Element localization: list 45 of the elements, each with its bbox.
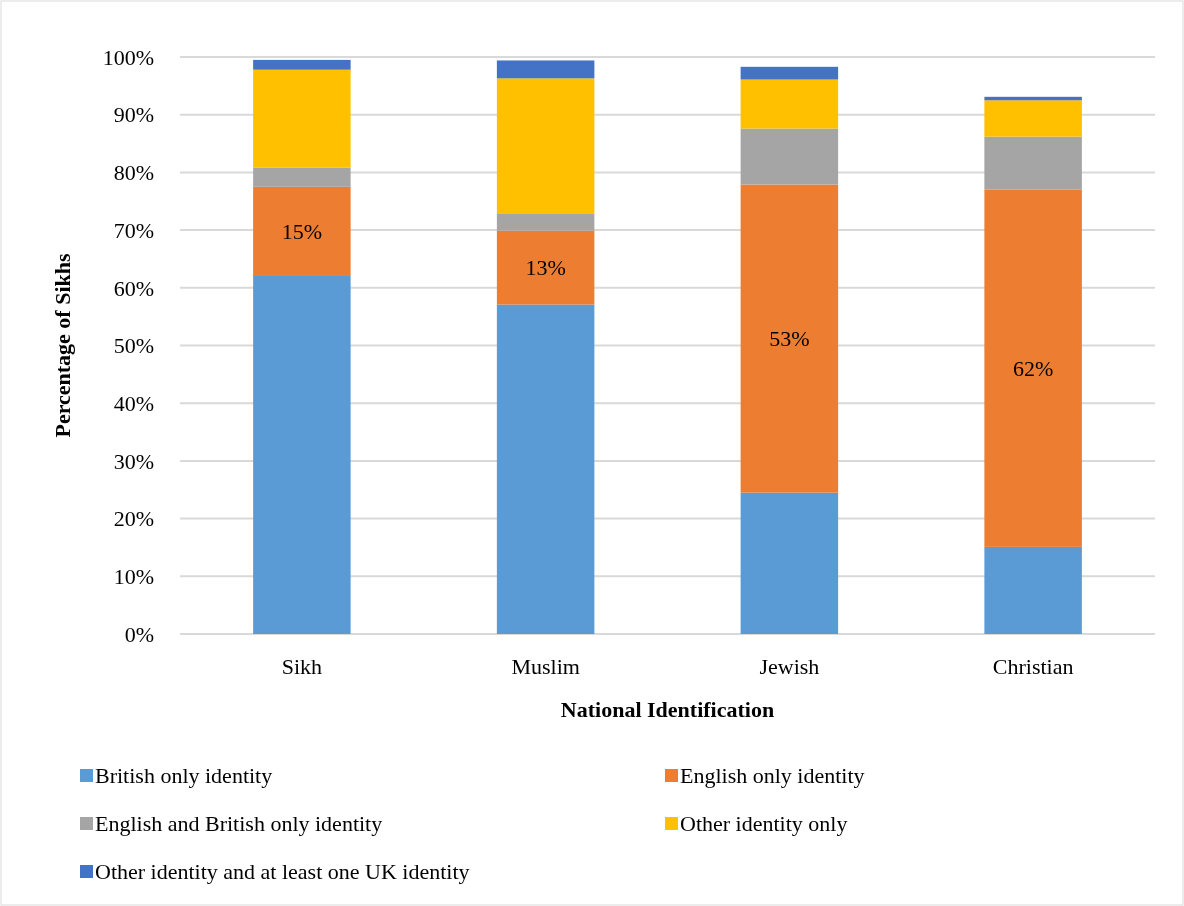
x-tick-label: Christian [992,654,1074,679]
y-tick-label: 60% [113,275,154,301]
y-tick-label: 0% [124,621,154,647]
bar [496,213,595,231]
y-tick-label: 90% [113,102,154,128]
legend-label: English and British only identity [95,810,383,836]
bar [253,275,351,634]
legend-label: British only identity [95,762,273,788]
y-axis-title: Percentage of Sikhs [50,253,75,438]
bar [253,59,351,70]
y-tick-label: 80% [113,160,154,186]
bar [253,69,351,168]
bar [253,186,351,276]
y-tick-label: 30% [113,448,154,474]
bar [740,66,839,80]
bar [496,60,595,79]
data-label: 13% [525,255,566,281]
y-tick-label: 50% [113,333,154,359]
bar [740,79,839,129]
x-axis-title: National Identification [560,697,775,722]
legend-label: Other identity only [680,810,848,836]
x-tick-label: Sikh [281,654,323,679]
bar [984,100,1082,137]
bar [496,304,595,634]
bar [740,128,839,185]
y-tick-label: 70% [113,217,154,243]
y-tick-label: 40% [113,390,154,416]
legend-label: English only identity [680,762,865,788]
bar [496,230,595,305]
bar [984,546,1082,634]
y-tick-label: 100% [102,44,154,70]
y-tick-label: 10% [113,564,154,589]
bar [984,136,1082,190]
x-tick-label: Jewish [759,654,820,679]
y-tick-label: 20% [113,506,154,532]
legend-label: Other identity and at least one UK identity [95,858,470,884]
x-tick-label: Muslim [511,654,580,679]
bar [253,167,351,187]
data-label: 62% [1012,355,1054,381]
bar [984,189,1082,547]
data-label: 15% [281,218,323,244]
data-label: 53% [769,326,810,352]
bar [740,184,839,493]
bar [740,492,839,634]
bar [496,78,595,214]
